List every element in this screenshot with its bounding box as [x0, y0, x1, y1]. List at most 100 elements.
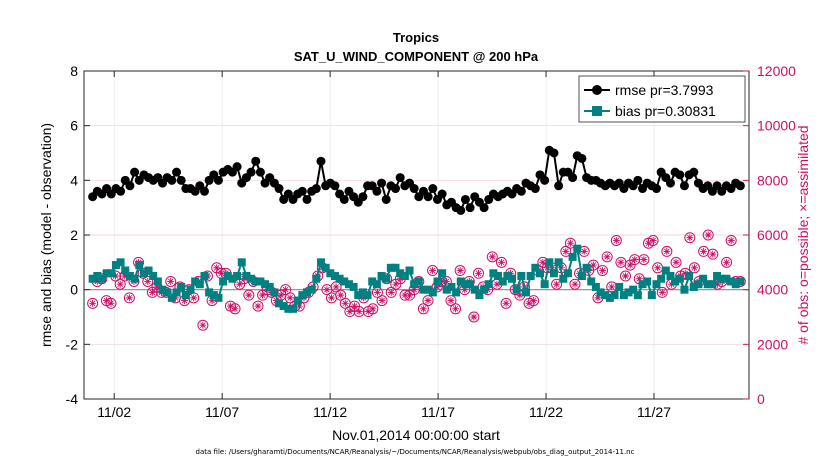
rmse-point — [339, 194, 349, 204]
obs-possible-marker — [495, 256, 507, 268]
obs-count-point — [280, 284, 292, 296]
obs-possible-marker — [385, 286, 397, 298]
obs-assimilated-marker — [295, 302, 303, 310]
obs-possible-marker — [376, 295, 388, 307]
obs-count-point — [165, 275, 177, 287]
bias-point — [610, 291, 619, 300]
bias-point — [242, 272, 251, 280]
obs-count-point — [560, 245, 572, 257]
legend-bias-label: bias pr=0.30831 — [615, 103, 716, 119]
x-axis-label: Nov.01,2014 00:00:00 start — [332, 427, 500, 443]
obs-count-point — [721, 256, 733, 268]
bias-point — [619, 291, 628, 300]
obs-possible-marker — [427, 265, 439, 277]
bias-point — [596, 288, 605, 297]
obs-count-point — [620, 270, 632, 282]
obs-count-point — [652, 262, 664, 274]
obs-possible-marker — [123, 292, 135, 304]
obs-assimilated-marker — [727, 236, 735, 244]
obs-possible-marker — [656, 286, 668, 298]
obs-count-point — [422, 295, 434, 307]
obs-count-point — [353, 306, 365, 318]
obs-count-point — [473, 267, 485, 279]
obs-assimilated-marker — [622, 272, 630, 280]
rmse-point — [689, 167, 699, 177]
obs-count-point — [495, 256, 507, 268]
x-tick-label: 11/12 — [313, 404, 347, 420]
obs-assimilated-marker — [112, 272, 120, 280]
bias-point — [93, 272, 102, 280]
y2-tick-label: 0 — [757, 391, 765, 407]
obs-assimilated-marker — [387, 288, 395, 296]
bias-point — [298, 291, 307, 300]
obs-assimilated-marker — [153, 283, 161, 291]
bias-point — [736, 277, 745, 286]
rmse-point — [460, 194, 470, 204]
obs-assimilated-marker — [190, 294, 198, 302]
rmse-series — [88, 145, 745, 215]
bias-point — [494, 272, 503, 280]
y2-tick-label: 2000 — [757, 336, 788, 352]
obs-possible-marker — [620, 270, 632, 282]
obs-possible-marker — [252, 300, 264, 312]
bias-point — [685, 272, 694, 280]
obs-possible-marker — [454, 265, 466, 277]
obs-assimilated-marker — [631, 256, 639, 264]
rmse-point — [651, 184, 661, 194]
obs-assimilated-marker — [355, 308, 363, 316]
obs-assimilated-marker — [208, 297, 216, 305]
obs-assimilated-marker — [245, 291, 253, 299]
bias-point — [456, 277, 465, 286]
legend: rmse pr=3.7993 bias pr=0.30831 — [578, 75, 746, 123]
bias-point — [512, 285, 521, 294]
bias-point — [181, 291, 190, 300]
obs-count-point — [647, 234, 659, 246]
obs-assimilated-marker — [626, 261, 634, 269]
obs-assimilated-marker — [516, 291, 524, 299]
obs-assimilated-marker — [144, 277, 152, 285]
bias-point — [261, 280, 270, 289]
bias-point — [391, 263, 400, 272]
obs-assimilated-marker — [594, 294, 602, 302]
bias-point — [223, 272, 232, 280]
bias-point — [531, 263, 540, 272]
obs-assimilated-marker — [346, 308, 354, 316]
obs-assimilated-marker — [709, 250, 717, 258]
obs-assimilated-marker — [530, 297, 538, 305]
obs-count-point — [610, 234, 622, 246]
obs-assimilated-marker — [700, 247, 708, 255]
obs-count-point — [707, 248, 719, 260]
rmse-point — [391, 184, 401, 194]
bias-point — [573, 244, 582, 253]
rmse-point — [423, 192, 433, 202]
obs-assimilated-marker — [116, 280, 124, 288]
bias-point — [209, 291, 218, 300]
obs-assimilated-marker — [350, 302, 358, 310]
obs-assimilated-marker — [378, 297, 386, 305]
obs-assimilated-marker — [181, 297, 189, 305]
legend-box — [578, 75, 746, 123]
obs-count-point — [252, 300, 264, 312]
obs-possible-marker — [229, 303, 241, 315]
rmse-point — [428, 184, 438, 194]
y-axis-label: rmse and bias (model - observation) — [38, 123, 54, 347]
bias-point — [377, 272, 386, 280]
obs-possible-marker — [528, 295, 540, 307]
obs-count-point — [468, 311, 480, 323]
bias-point — [130, 274, 139, 283]
obs-possible-marker — [638, 254, 650, 266]
obs-assimilated-marker — [406, 291, 414, 299]
bias-point — [549, 269, 558, 278]
y-tick-label: -4 — [66, 391, 79, 407]
bias-point — [722, 274, 731, 283]
bias-point — [591, 282, 600, 291]
obs-assimilated-marker — [452, 305, 460, 313]
bias-point — [102, 269, 111, 278]
obs-possible-marker — [367, 303, 379, 315]
bias-point — [107, 269, 116, 278]
bias-point — [577, 272, 586, 280]
obs-count-point — [486, 251, 498, 263]
obs-assimilated-marker — [323, 286, 331, 294]
obs-assimilated-marker — [686, 234, 694, 242]
obs-count-point — [335, 289, 347, 301]
